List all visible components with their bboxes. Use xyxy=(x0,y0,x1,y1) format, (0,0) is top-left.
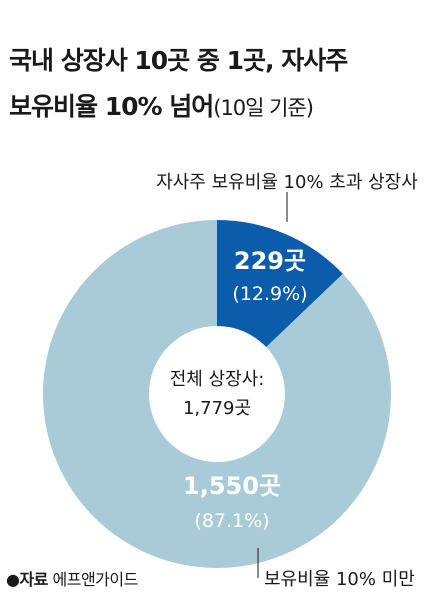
title-line-2-main: 보유비율 10% 넘어 xyxy=(9,92,214,121)
center-label: 전체 상장사: xyxy=(170,369,265,390)
slice-label-under: 보유비율 10% 미만 xyxy=(264,569,415,590)
title-line-1: 국내 상장사 10곳 중 1곳, 자사주 xyxy=(9,46,348,75)
slice-percent-over: (12.9%) xyxy=(232,283,307,305)
title-line-2: 보유비율 10% 넘어(10일 기준) xyxy=(9,84,434,131)
source-name: 에프앤가이드 xyxy=(52,570,139,589)
center-value: 1,779곳 xyxy=(183,398,251,419)
title-note: (10일 기준) xyxy=(213,96,314,120)
slice-label-over: 자사주 보유비율 10% 초과 상장사 xyxy=(156,172,418,193)
source-label: ●자료 xyxy=(6,570,48,589)
source-note: ●자료 에프앤가이드 xyxy=(6,566,138,590)
slice-percent-under: (87.1%) xyxy=(194,510,269,532)
donut-hole xyxy=(149,326,285,462)
chart-title: 국내 상장사 10곳 중 1곳, 자사주 보유비율 10% 넘어(10일 기준) xyxy=(9,38,434,131)
slice-value-under: 1,550곳 xyxy=(183,472,281,500)
slice-value-over: 229곳 xyxy=(234,247,306,275)
